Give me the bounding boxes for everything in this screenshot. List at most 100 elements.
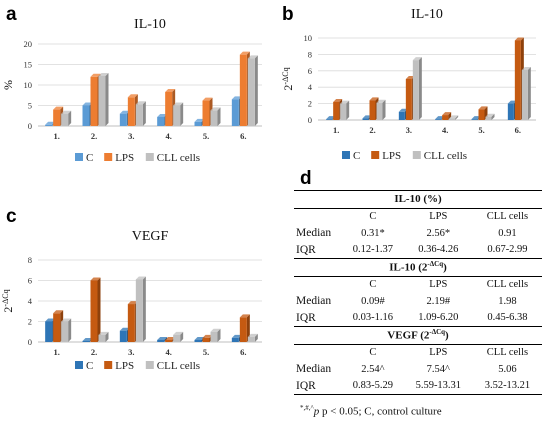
legend-swatch xyxy=(75,153,83,161)
bar-front xyxy=(202,100,210,126)
row-label: Median xyxy=(296,227,332,240)
x-tick-label: 5. xyxy=(203,347,209,357)
bar-top xyxy=(202,334,213,338)
bar-cll-cells xyxy=(210,107,221,126)
bar-side xyxy=(180,331,184,342)
row-label: IQR xyxy=(294,309,342,327)
bar-top xyxy=(369,97,379,101)
table-cell: 2.54^ xyxy=(361,363,385,375)
y-axis-label: 2-ΔCq xyxy=(281,67,295,90)
bar-top xyxy=(362,115,372,119)
legend-label: LPS xyxy=(382,150,401,162)
column-header: LPS xyxy=(429,279,448,291)
x-tick-label: 4. xyxy=(165,131,171,141)
footnote-marks: *,#,^ xyxy=(300,404,314,412)
bar-front xyxy=(119,113,127,126)
bar-top xyxy=(98,72,109,76)
bar-front xyxy=(90,76,98,126)
x-tick-label: 4. xyxy=(442,125,448,135)
x-tick-label: 3. xyxy=(128,347,134,357)
bar-top xyxy=(471,116,481,120)
table-section-header: IL-10 (2-ΔCq) xyxy=(294,258,542,277)
table-cell: 7.54^ xyxy=(426,363,450,375)
bar-front xyxy=(405,79,412,120)
bar-side xyxy=(491,113,495,120)
bar-front xyxy=(127,97,135,126)
bar-front xyxy=(442,115,449,120)
bar-top xyxy=(435,116,445,120)
table-cell: 0.45-6.38 xyxy=(472,309,542,327)
legend-swatch xyxy=(75,361,83,369)
bar-top xyxy=(340,100,350,104)
bar-top xyxy=(45,318,56,322)
column-header: C xyxy=(369,211,377,223)
bar-top xyxy=(333,98,343,102)
table-row: C LPS CLL cells xyxy=(294,208,542,225)
section-header-il10-dcq: IL-10 (2-ΔCq) xyxy=(294,258,542,277)
bar-cll-cells xyxy=(173,102,184,126)
y-tick-label: 2 xyxy=(308,99,312,109)
bar-cll-cells xyxy=(61,318,72,342)
y-tick-label: 8 xyxy=(28,255,32,265)
column-header: LPS xyxy=(429,211,448,223)
bar-top xyxy=(127,94,138,98)
column-header: LPS xyxy=(429,347,448,359)
column-header: CLL cells xyxy=(486,347,529,359)
panel-letter-d: d xyxy=(300,168,312,189)
y-tick-label: 0 xyxy=(308,115,312,125)
table-cell: 0.67-2.99 xyxy=(472,241,542,259)
column-header: CLL cells xyxy=(486,211,529,223)
bar-top xyxy=(157,113,168,117)
bar-front xyxy=(202,337,210,342)
bar-top xyxy=(135,276,146,280)
bar-top xyxy=(478,106,488,110)
bar-top xyxy=(376,99,386,103)
bar-top xyxy=(98,331,109,335)
row-label: Median xyxy=(296,363,332,376)
y-tick-label: 20 xyxy=(24,39,33,49)
bar-front xyxy=(53,313,61,342)
column-header: C xyxy=(369,279,377,291)
bar-top xyxy=(405,76,415,79)
bar-top xyxy=(61,110,72,114)
x-tick-label: 4. xyxy=(165,347,171,357)
bar-cll-cells xyxy=(340,100,350,120)
footnote-text: p < 0.05; C, control culture xyxy=(319,405,442,418)
bar-front xyxy=(239,54,247,126)
bar-front xyxy=(326,119,333,120)
bar-side xyxy=(448,112,452,120)
bar-side xyxy=(246,314,250,342)
bar-side xyxy=(346,100,350,120)
bar-top xyxy=(82,102,93,106)
bar-front xyxy=(247,336,255,342)
x-tick-label: 2. xyxy=(91,131,97,141)
bar-front xyxy=(521,69,528,120)
legend-label: CLL cells xyxy=(157,360,200,372)
bar-top xyxy=(231,334,242,338)
bar-side xyxy=(68,110,72,126)
bar-side xyxy=(142,101,146,126)
y-tick-label: 15 xyxy=(24,60,33,70)
bar-cll-cells xyxy=(98,72,109,126)
table-cell: 5.06 xyxy=(498,363,517,375)
bar-front xyxy=(471,119,478,120)
bar-lps xyxy=(90,277,101,342)
bar-front xyxy=(398,111,405,120)
y-tick-label: 4 xyxy=(308,82,313,92)
table-cell: 0.09# xyxy=(361,295,385,307)
table-section-header: VEGF (2-ΔCq) xyxy=(294,326,542,345)
bar-front xyxy=(194,339,202,342)
x-tick-label: 3. xyxy=(406,125,412,135)
bar-cll-cells xyxy=(173,331,184,342)
legend-swatch xyxy=(104,361,113,369)
bar-cll-cells xyxy=(376,99,386,120)
bar-cll-cells xyxy=(210,328,221,342)
bar-top xyxy=(119,110,130,114)
bar-front xyxy=(45,321,53,342)
bar-front xyxy=(369,100,376,120)
y-axis-label: 2-ΔCq xyxy=(1,289,15,312)
bar-cll-cells xyxy=(412,57,422,120)
x-tick-label: 6. xyxy=(240,131,246,141)
bar-front xyxy=(53,109,61,126)
bar-top xyxy=(231,96,242,100)
